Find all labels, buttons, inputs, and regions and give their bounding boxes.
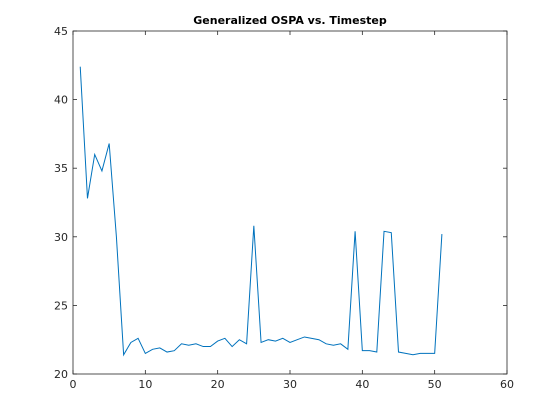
x-tick-label: 60 (500, 378, 514, 391)
y-tick-label: 30 (54, 231, 68, 244)
y-tick-label: 45 (54, 25, 68, 38)
x-tick-label: 10 (138, 378, 152, 391)
plot-background (73, 31, 507, 374)
x-tick-label: 40 (355, 378, 369, 391)
y-tick-label: 35 (54, 162, 68, 175)
plot-frame (72, 30, 508, 375)
y-tick-label: 20 (54, 368, 68, 381)
x-tick-label: 20 (211, 378, 225, 391)
y-tick-label: 25 (54, 299, 68, 312)
x-tick-label: 0 (70, 378, 77, 391)
x-tick-label: 50 (428, 378, 442, 391)
series-line-0 (79, 66, 443, 357)
axis-ticks: 0 10 20 30 40 50 60 20 25 30 35 40 45 (54, 25, 514, 391)
x-tick-label: 30 (283, 378, 297, 391)
series-group (79, 66, 443, 357)
chart-title: Generalized OSPA vs. Timestep (193, 14, 387, 27)
y-tick-label: 40 (54, 94, 68, 107)
